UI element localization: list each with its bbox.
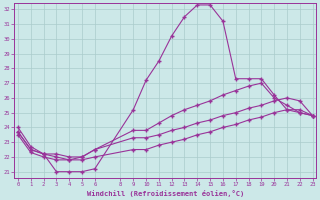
X-axis label: Windchill (Refroidissement éolien,°C): Windchill (Refroidissement éolien,°C) [87,190,244,197]
